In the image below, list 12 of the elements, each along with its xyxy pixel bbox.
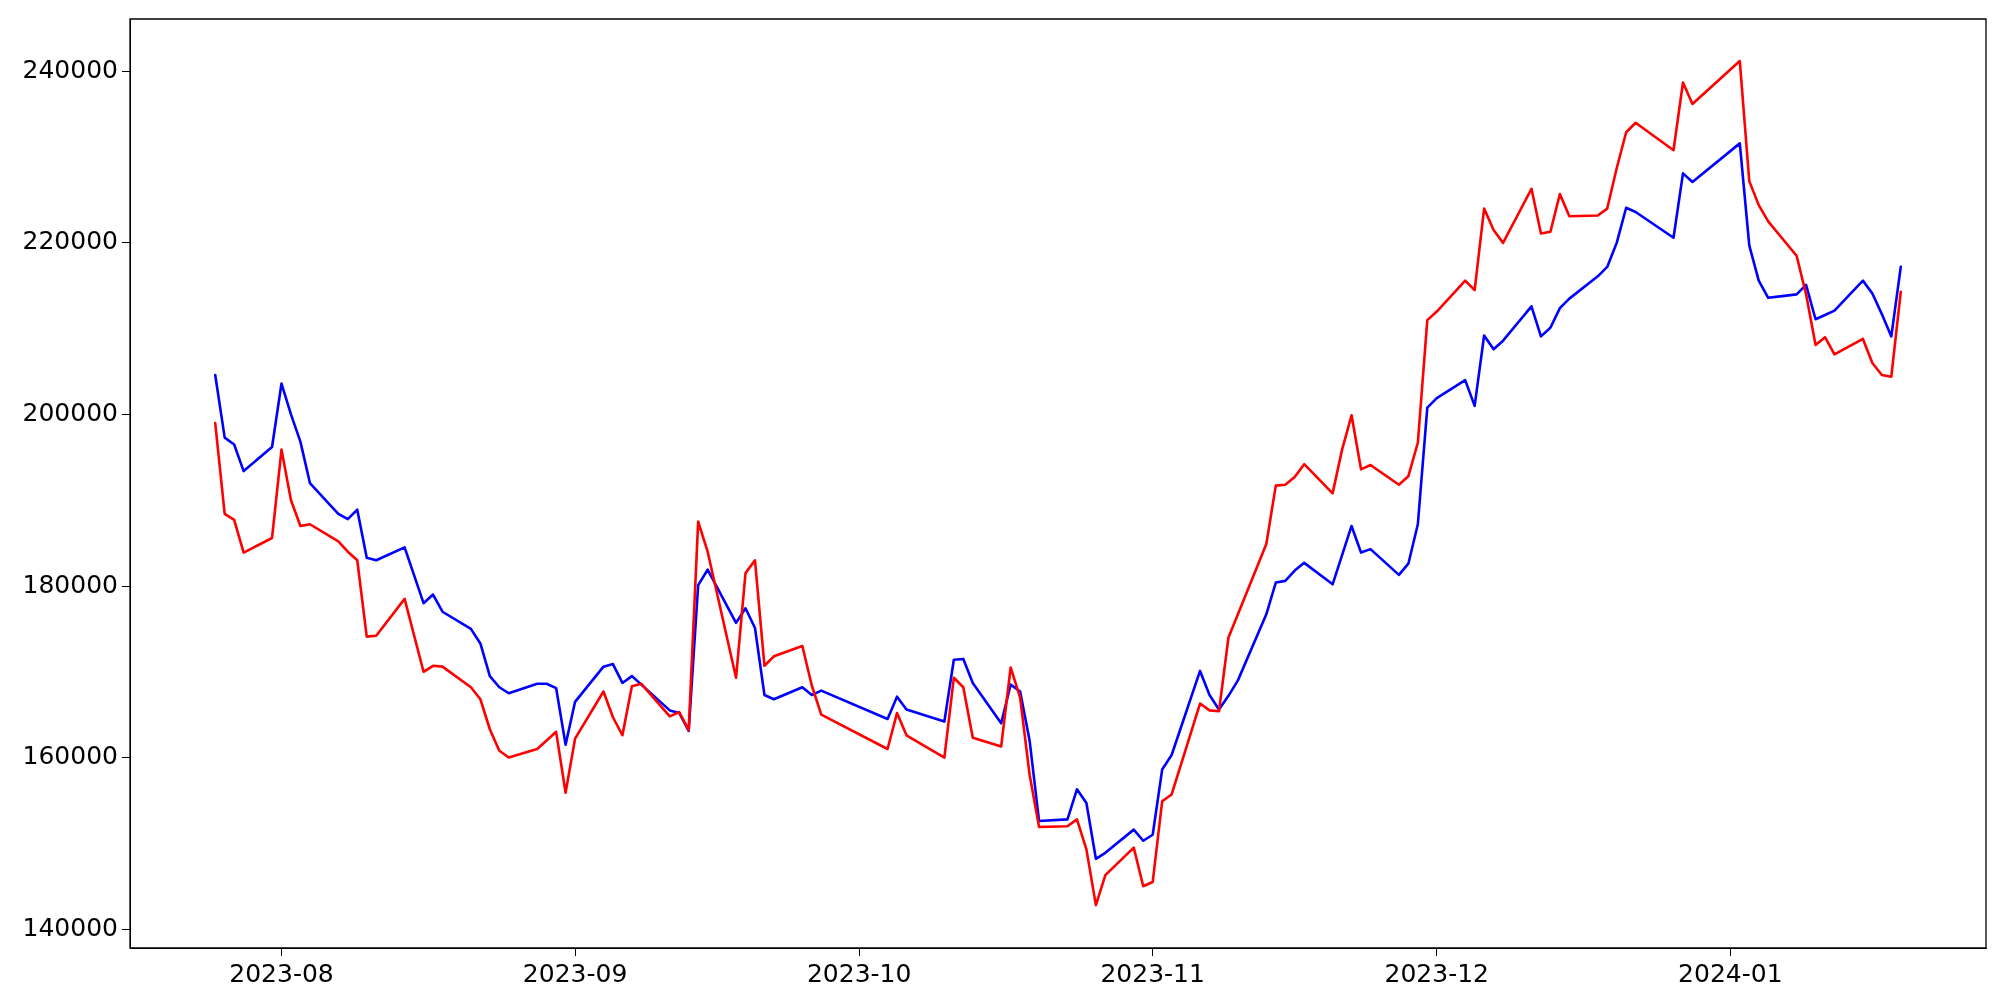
x-tick-label: 2023-10: [806, 958, 912, 988]
y-tick-label: 160000: [22, 741, 118, 771]
y-tick-label: 140000: [22, 912, 118, 942]
x-tick-label: 2023-11: [1100, 958, 1205, 988]
x-tick-label: 2023-09: [522, 958, 628, 988]
x-tick-label: 2023-08: [229, 958, 334, 988]
x-tick-label: 2023-12: [1384, 958, 1490, 988]
y-tick-label: 180000: [22, 569, 118, 599]
y-tick-label: 220000: [22, 226, 118, 256]
y-tick-label: 200000: [22, 397, 118, 427]
y-tick-label: 240000: [22, 54, 118, 84]
x-tick-label: 2024-01: [1678, 958, 1783, 988]
